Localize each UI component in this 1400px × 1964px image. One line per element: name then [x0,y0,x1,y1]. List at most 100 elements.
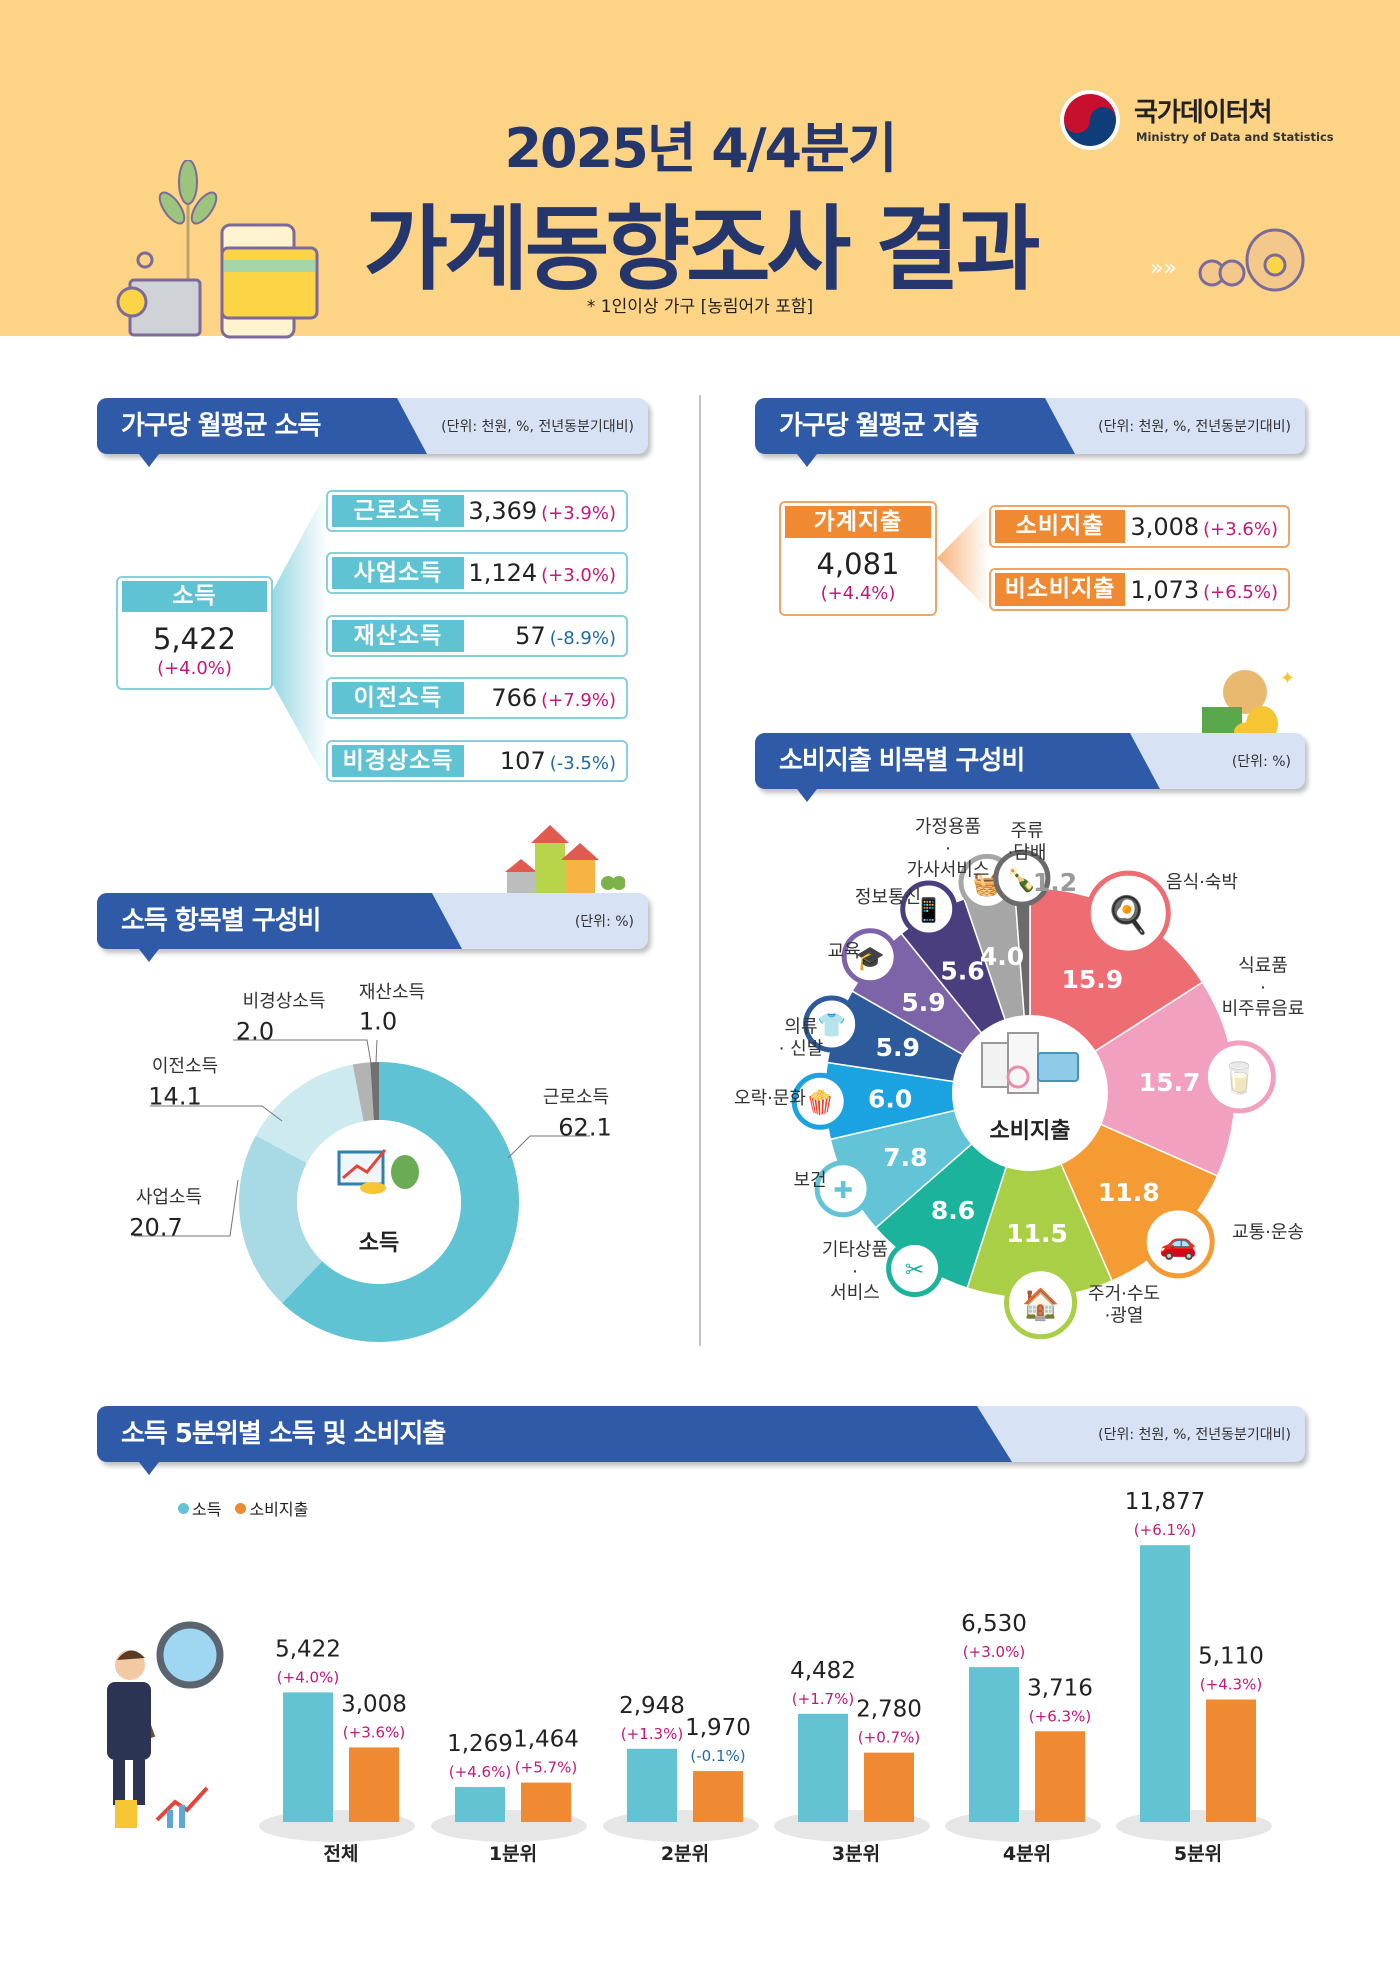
income-bar [1140,1545,1190,1822]
category-label: 2분위 [661,1843,709,1865]
value-text: 57 [515,622,546,650]
spending-total-box: 가계지출 4,081 (+4.4%) [779,501,937,616]
donut-center-label: 소득 [359,1231,399,1256]
bar-value-label: 3,716 [1027,1675,1093,1701]
slice-category-label: 근로소득 [542,1087,610,1109]
income-item-value: 3,369 (+3.9%) [468,497,616,525]
slice-value-label: 5.9 [901,988,945,1017]
spending-item-label: 소비지출 [995,510,1125,543]
legend-income-swatch [178,1502,189,1514]
value-text: 3,369 [468,497,538,525]
income-bar [798,1713,848,1822]
section-title: 소비지출 비목별 구성비 [779,746,1025,776]
change-text: (+3.0%) [541,565,616,586]
income-item-row: 이전소득 766 (+7.9%) [326,677,628,719]
slice-value-label: 1.0 [358,1007,398,1036]
bar-value-label: 1,269 [447,1731,513,1757]
bar-change-label: (+4.0%) [277,1668,339,1686]
section-title: 소득 5분위별 소득 및 소비지출 [121,1419,446,1449]
slice-category-label: 교육 [827,941,861,963]
value-text: 107 [499,747,546,775]
bar-change-label: (+6.1%) [1134,1521,1196,1539]
slice-category-label: 사업소득 [135,1187,203,1209]
category-label: 4분위 [1003,1843,1051,1865]
bar-value-label: 5,422 [275,1636,341,1662]
bar-change-label: (+3.6%) [343,1723,405,1741]
slice-category-label: 재산소득 [358,982,426,1004]
unit-note: (단위: 천원, %, 전년동분기대비) [1098,419,1291,435]
income-bar [283,1692,333,1822]
bar-change-label: (+0.7%) [858,1729,920,1747]
svg-text:👕: 👕 [817,1011,846,1039]
leader-line [507,1135,590,1159]
houses-illustration-icon [505,825,625,895]
receipt-card-icon [981,1032,1079,1094]
income-item-label: 근로소득 [332,495,464,527]
bar-value-label: 3,008 [341,1691,407,1717]
logo-name: 국가데이터처 [1134,98,1273,128]
income-item-row: 비경상소득 107 (-3.5%) [326,740,628,782]
consumption-bar [349,1747,399,1822]
leader-line [150,1105,283,1122]
income-item-value: 57 (-8.9%) [515,622,616,650]
income-bar [455,1787,505,1822]
donut-slice [282,1062,520,1343]
slice-value-label: 15.7 [1139,1068,1201,1097]
slice-category-label: 기타상품 · 서비스 [821,1239,889,1304]
bar-change-label: (-0.1%) [690,1747,745,1765]
slice-value-label: 5.9 [876,1033,920,1062]
svg-text:🚗: 🚗 [1159,1227,1197,1262]
change-text: (+6.5%) [1203,582,1278,603]
svg-text:»»: »» [1150,256,1177,281]
bar-value-label: 1,970 [685,1715,751,1741]
slice-category-label: 가정용품 · 가사서비스 [906,816,990,881]
income-donut-chart: 소득 [134,1039,590,1343]
income-item-value: 107 (-3.5%) [500,747,616,775]
popcorn-icon: 🍿 [791,1072,849,1130]
consumption-composition-header: 소비지출 비목별 구성비 (단위: %) [755,733,1305,802]
slice-category-label: 비경상소득 [242,991,326,1013]
change-text: (+3.6%) [1203,519,1278,540]
scope-note: * 1인이상 가구 [농림어가 포함] [586,297,814,317]
bar-change-label: (+1.3%) [621,1725,683,1743]
value-text: 1,073 [1130,576,1200,604]
income-composition-header: 소득 항목별 구성비 (단위: %) [97,893,648,962]
slice-value-label: 15.9 [1061,965,1123,994]
income-total-change: (+4.0%) [157,658,232,679]
income-item-label: 재산소득 [332,620,464,652]
unit-note: (단위: 천원, %, 전년동분기대비) [1098,1427,1291,1443]
bar-change-label: (+5.7%) [515,1759,577,1777]
slice-value-label: 11.5 [1006,1219,1068,1248]
pie-center-label: 소비지출 [990,1119,1071,1144]
svg-text:🍿: 🍿 [806,1088,835,1116]
income-item-value: 766 (+7.9%) [491,684,616,712]
spending-item-row: 비소비지출 1,073 (+6.5%) [989,568,1290,611]
slice-category-label: 음식·숙박 [1166,872,1238,894]
government-emblem-icon [1060,90,1120,150]
svg-text:🍳: 🍳 [1106,894,1151,936]
change-text: (+3.9%) [541,503,616,524]
consumption-bar [1035,1731,1085,1822]
income-total-box: 소득 5,422 (+4.0%) [116,576,273,690]
medical-kit-icon: ✚ [814,1160,872,1218]
spending-item-value: 3,008 (+3.6%) [1130,513,1278,541]
money-coins-icon: ✦ [1202,668,1295,742]
bar-change-label: (+3.0%) [963,1643,1025,1661]
value-text: 3,008 [1130,513,1200,541]
chart-legend: 소득 소비지출 [178,1496,308,1520]
section-title: 소득 항목별 구성비 [121,906,321,936]
category-label: 1분위 [489,1843,537,1865]
change-text: (-3.5%) [549,753,616,774]
slice-category-label: 주거·수도 ·광열 [1088,1283,1160,1326]
change-text: (-8.9%) [549,628,616,649]
consumption-bar [1206,1699,1256,1822]
slice-value-label: 7.8 [883,1143,927,1172]
slice-category-label: 교통·운송 [1232,1222,1304,1244]
bar-value-label: 5,110 [1198,1643,1264,1669]
consumption-bar [864,1752,914,1822]
spending-item-value: 1,073 (+6.5%) [1130,576,1278,604]
slice-value-label: 1.2 [1033,868,1077,897]
bar-change-label: (+4.6%) [449,1763,511,1781]
slice-value-label: 2.0 [235,1017,275,1046]
donut-slice [352,1062,374,1122]
